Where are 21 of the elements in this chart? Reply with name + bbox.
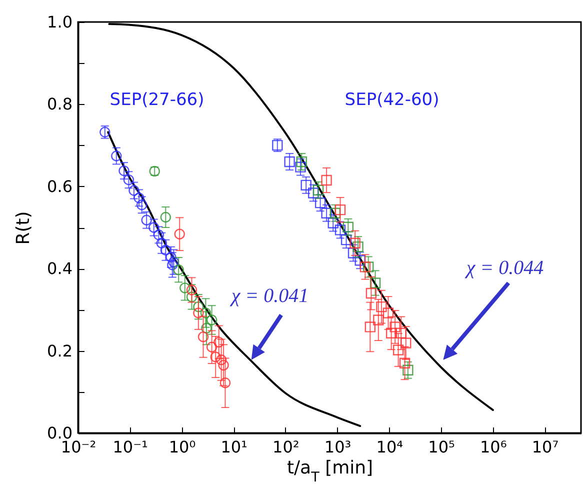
y-tick-label: 0.2 <box>47 341 72 360</box>
x-tick-label: 10⁻² <box>60 438 96 456</box>
x-tick-label: 10¹ <box>220 438 248 456</box>
annotation: SEP(27-66) <box>110 90 204 110</box>
y-tick-label: 1.0 <box>47 12 72 32</box>
x-tick-label: 10⁶ <box>480 438 507 456</box>
x-tick-label: 10⁰ <box>168 438 196 456</box>
y-tick-label: 0.4 <box>47 259 72 278</box>
annotation: χ = 0.044 <box>464 257 544 279</box>
x-tick-label: 10⁻¹ <box>112 438 148 456</box>
y-tick-label: 0.6 <box>47 176 72 196</box>
y-axis-title: R(t) <box>13 211 34 245</box>
annotation: χ = 0.041 <box>229 285 309 307</box>
x-tick-label: 10⁴ <box>376 438 404 456</box>
annotation: SEP(42-60) <box>344 90 440 110</box>
x-tick-label: 10⁷ <box>532 438 559 456</box>
x-tick-label: 10² <box>272 438 300 456</box>
y-tick-label: 0.8 <box>47 94 72 114</box>
x-axis-title: t/a$_{T}$ [min] <box>286 458 374 486</box>
x-tick-label: 10³ <box>324 438 352 456</box>
x-tick-label: 10⁵ <box>428 438 455 456</box>
